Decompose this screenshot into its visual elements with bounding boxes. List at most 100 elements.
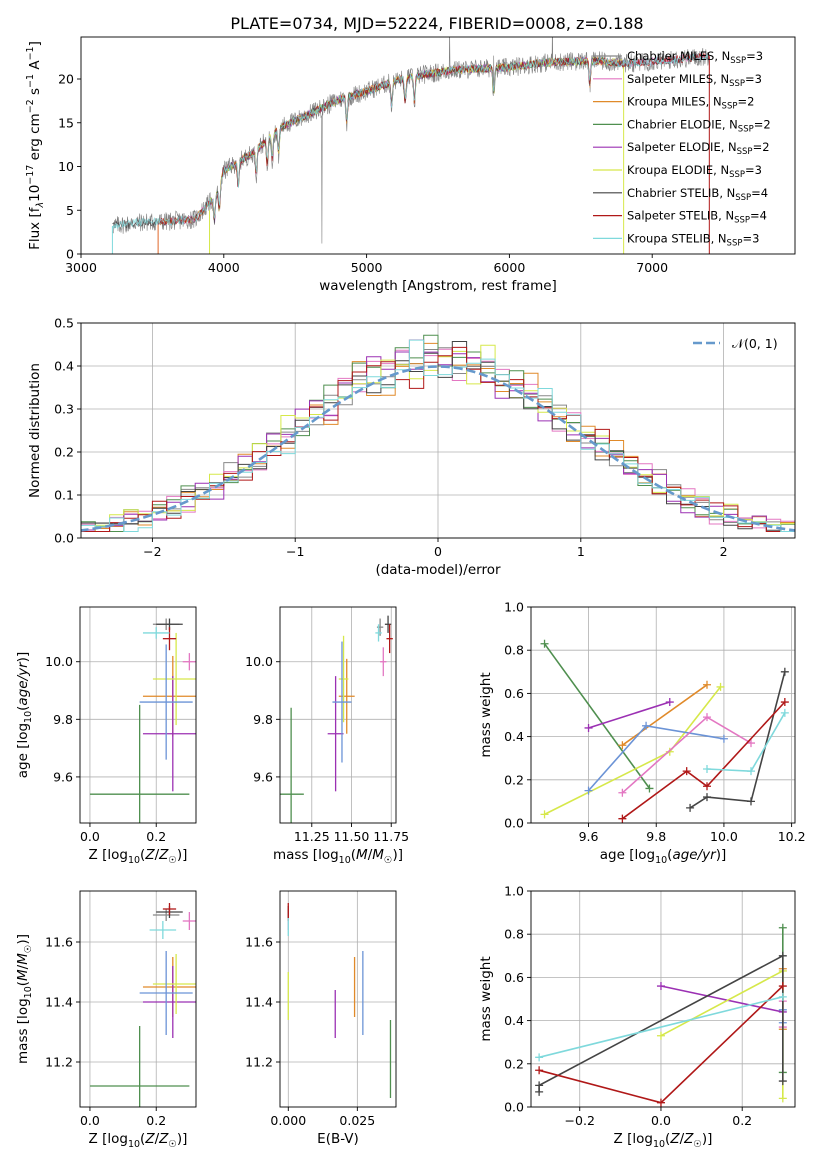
- y-tick-label: 10.0: [45, 654, 73, 669]
- errorbar-salpeter-stelib: [162, 903, 177, 915]
- y-tick-label: 0.0: [504, 1100, 524, 1115]
- label-part: )]: [177, 847, 188, 863]
- legend-label: 𝒩(0, 1): [732, 336, 778, 351]
- errorbar-kroupa-stelib: [149, 921, 177, 939]
- y-tick-label: 11.4: [45, 995, 73, 1010]
- series-line: [543, 643, 651, 789]
- y-tick-label: 11.2: [45, 1055, 73, 1070]
- plot-area-mass_vs_ebv: [287, 903, 392, 1098]
- legend-label: Salpeter MILES, NSSP=3: [627, 72, 762, 89]
- x-tick-label: 10.0: [710, 829, 738, 844]
- legend-label-main: Salpeter ELODIE, N: [627, 140, 737, 154]
- label-part: log: [634, 847, 655, 863]
- x-tick-label: 0.0: [80, 829, 100, 844]
- legend-label-sub: SSP: [722, 102, 738, 112]
- y-tick-label: 0.2: [504, 1056, 524, 1071]
- legend-label-suffix: =3: [745, 72, 762, 86]
- legend-label-suffix: =3: [746, 49, 763, 63]
- series-salpeter-miles: [618, 713, 755, 797]
- y-tick-label: 0.1: [54, 488, 74, 503]
- legend-label-main: Chabrier ELODIE, N: [627, 117, 738, 131]
- label-part: log: [107, 1131, 128, 1147]
- y-tick-label: 0: [66, 247, 74, 262]
- legend-label-main: Salpeter MILES, N: [627, 72, 729, 86]
- series-line: [621, 684, 708, 746]
- errorbar-chabrier-elodie: [89, 1026, 190, 1107]
- y-tick-label: 0.3: [54, 402, 74, 417]
- label-part: /: [680, 1131, 685, 1147]
- y-tick-label: 11.6: [245, 935, 273, 950]
- label-part: Normed distribution: [27, 363, 43, 498]
- y-tick-label: 20: [58, 72, 74, 87]
- x-tick-label: −0.2: [565, 1113, 595, 1128]
- x-tick-label: −1: [286, 544, 304, 559]
- series-marker: [703, 793, 711, 802]
- series-marker: [780, 667, 789, 676]
- series-marker: [665, 698, 674, 707]
- legend-label-main: Chabrier MILES, N: [627, 49, 730, 63]
- x-tick-label: 2: [720, 544, 728, 559]
- label-part: ☉: [168, 1139, 177, 1150]
- label-part: ☉: [168, 855, 177, 866]
- series-marker: [780, 708, 789, 717]
- x-tick-label: 1: [577, 544, 585, 559]
- x-tick-label: 0.2: [146, 829, 166, 844]
- series-marker: [780, 698, 789, 707]
- series-marker: [656, 1031, 665, 1040]
- figure-title: PLATE=0734, MJD=52224, FIBERID=0008, z=0…: [230, 14, 643, 33]
- series-marker: [618, 788, 627, 797]
- legend-label-suffix: =2: [737, 95, 754, 109]
- errorbar-salpeter-stelib: [386, 624, 393, 654]
- panel-spectrum: 3000 4000 5000 6000 7000 0 5 10 15 20 wavelength […: [25, 36, 796, 294]
- series-marker: [618, 814, 627, 823]
- panel-mass_vs_ebv: 0.000 0.025 11.2 11.4 11.6 E(B-V): [245, 890, 397, 1147]
- plot-area-residuals: [81, 334, 795, 532]
- y-tick-label: 10: [58, 159, 74, 174]
- x-tick-label: 0.0: [80, 1113, 100, 1128]
- label-part: Z [: [614, 1131, 633, 1147]
- y-tick-label: 1.0: [504, 600, 524, 615]
- series-marker: [540, 810, 549, 819]
- y-tick-label: 0.4: [504, 1013, 524, 1028]
- label-part: log: [15, 998, 31, 1019]
- label-part: wavelength [Angstrom, rest frame]: [319, 278, 557, 294]
- errorbar-salpeter-stelib: [162, 627, 177, 651]
- y-tick-label: 9.6: [53, 769, 73, 784]
- label-part: mass [: [15, 1019, 31, 1064]
- legend-label-main: Salpeter STELIB, N: [627, 209, 734, 223]
- series-line: [544, 686, 722, 816]
- series-marker: [703, 680, 711, 689]
- y-tick-label: 0.5: [54, 316, 74, 331]
- label-part: age [: [15, 744, 31, 779]
- label-part: )]: [177, 1131, 188, 1147]
- series-marker: [686, 803, 695, 812]
- series-marker: [584, 723, 593, 732]
- series-line: [689, 671, 786, 809]
- x-tick-label: 4000: [208, 260, 240, 275]
- errorbar-chabrier-miles: [152, 909, 180, 921]
- x-tick-label: −2: [143, 544, 161, 559]
- series-marker: [645, 784, 654, 793]
- panel-residuals: −2 −1 0 1 2 0.0 0.1 0.2 0.3 0.4 0.5 (data-model)/er…: [27, 316, 796, 578]
- label-part: mass weight: [478, 956, 494, 1041]
- x-tick-label: 9.8: [646, 829, 666, 844]
- series-chabrier-stelib: [686, 667, 789, 812]
- legend-label: Chabrier ELODIE, NSSP=2: [627, 117, 771, 134]
- label-part: 10: [23, 711, 34, 723]
- label-part: ]: [27, 41, 43, 46]
- label-part: )]: [15, 934, 31, 945]
- series-marker: [778, 1077, 787, 1086]
- panel-weight_vs_age: 9.6 9.8 10.0 10.2 0.0 0.2 0.4 0.6 0.8 1.0 age [log…: [478, 600, 806, 867]
- label-part: log: [632, 1131, 653, 1147]
- label-part: /: [368, 847, 373, 863]
- label-part: Z [: [89, 847, 108, 863]
- series-marker: [747, 767, 755, 776]
- y-axis-label: Normed distribution: [27, 363, 43, 498]
- label-part: 10: [655, 855, 667, 866]
- series-marker: [703, 713, 711, 722]
- series-kroupa-miles: [618, 680, 711, 750]
- series-marker: [778, 992, 787, 1001]
- x-tick-label: 0.2: [146, 1113, 166, 1128]
- plot-area-weight_vs_z: [535, 923, 787, 1107]
